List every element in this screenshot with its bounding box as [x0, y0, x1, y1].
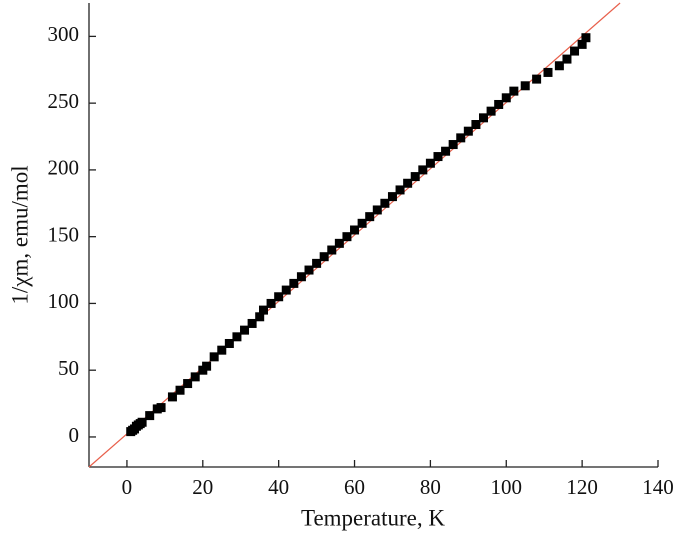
y-tick-label: 200 [48, 156, 80, 180]
point [425, 158, 435, 168]
point [137, 417, 147, 427]
point [501, 93, 511, 103]
point [145, 411, 155, 421]
x-tick-label: 60 [344, 475, 365, 499]
y-tick-label: 300 [48, 22, 80, 46]
point [395, 185, 405, 195]
x-tick-label: 40 [268, 475, 289, 499]
point [479, 113, 489, 123]
point [372, 205, 382, 215]
point [232, 332, 242, 342]
point [296, 272, 306, 282]
point [365, 212, 375, 222]
point [156, 403, 166, 413]
y-tick-label: 50 [58, 356, 79, 380]
y-tick-label: 0 [69, 423, 80, 447]
point [387, 192, 397, 202]
point [304, 265, 314, 275]
point [334, 238, 344, 248]
point [342, 232, 352, 242]
point [471, 120, 481, 130]
point [520, 81, 530, 91]
point [554, 61, 564, 71]
point [441, 146, 451, 156]
point [403, 178, 413, 188]
point [289, 278, 299, 288]
point [410, 172, 420, 182]
point [258, 305, 268, 315]
point [532, 74, 542, 84]
point [247, 318, 257, 328]
point [281, 285, 291, 295]
point [209, 352, 219, 362]
point [183, 379, 193, 389]
point [486, 106, 496, 116]
x-tick-label: 120 [566, 475, 598, 499]
x-tick-label: 0 [122, 475, 133, 499]
point [357, 218, 367, 228]
x-tick-label: 20 [192, 475, 213, 499]
point [190, 372, 200, 382]
point [577, 39, 587, 49]
point [448, 140, 458, 150]
x-tick-label: 80 [420, 475, 441, 499]
point [274, 292, 284, 302]
point [418, 165, 428, 175]
point [255, 312, 265, 322]
point [463, 126, 473, 136]
point [494, 99, 504, 109]
point [240, 325, 250, 335]
point [562, 54, 572, 64]
point [319, 252, 329, 262]
point [570, 46, 580, 56]
point [433, 152, 443, 162]
point [380, 198, 390, 208]
point [456, 133, 466, 143]
x-axis-label: Temperature, K [301, 505, 445, 530]
point [327, 245, 337, 255]
y-tick-label: 150 [48, 222, 80, 246]
y-tick-label: 100 [48, 289, 80, 313]
point [217, 345, 227, 355]
point [543, 67, 553, 77]
point [350, 225, 360, 235]
point [312, 258, 322, 268]
point [509, 86, 519, 96]
point [167, 392, 177, 402]
x-tick-label: 140 [642, 475, 674, 499]
point [581, 33, 591, 43]
point [224, 338, 234, 348]
x-tick-label: 100 [491, 475, 523, 499]
y-axis-label: 1/χm, emu/mol [7, 165, 32, 304]
point [202, 361, 212, 371]
point [266, 298, 276, 308]
point [175, 385, 185, 395]
y-tick-label: 250 [48, 89, 80, 113]
